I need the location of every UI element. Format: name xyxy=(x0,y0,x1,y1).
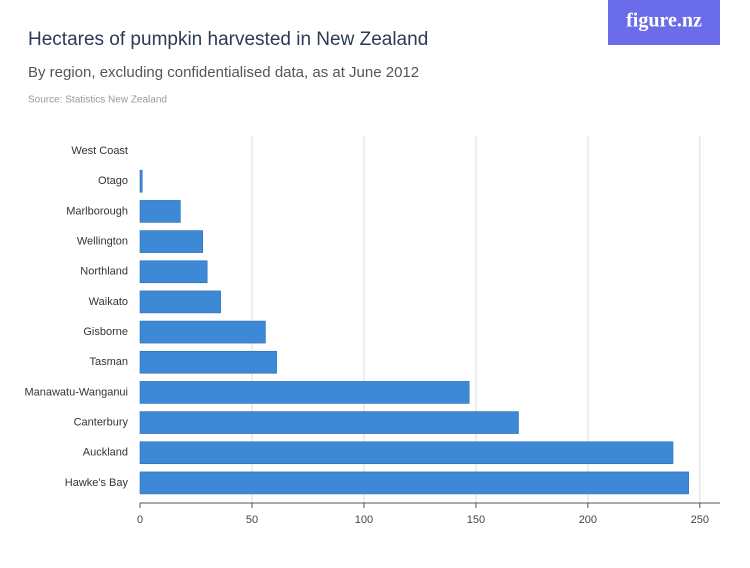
bar xyxy=(139,411,519,434)
y-tick-label: Manawatu-Wanganui xyxy=(24,386,128,398)
chart-subtitle: By region, excluding confidentialised da… xyxy=(28,64,419,81)
y-tick-label: Gisborne xyxy=(83,326,128,338)
y-tick-label: Wellington xyxy=(77,235,128,247)
x-tick-label: 200 xyxy=(579,514,597,526)
chart-title: Hectares of pumpkin harvested in New Zea… xyxy=(28,29,428,50)
bar xyxy=(139,381,470,404)
bar xyxy=(139,169,143,193)
logo-box xyxy=(608,0,720,45)
bar xyxy=(139,350,277,374)
y-tick-label: West Coast xyxy=(71,145,128,157)
x-tick-label: 150 xyxy=(467,514,485,526)
y-tick-label: Tasman xyxy=(89,356,128,368)
y-tick-label: Canterbury xyxy=(74,416,129,428)
y-tick-label: Auckland xyxy=(83,447,128,459)
x-tick-label: 0 xyxy=(137,514,143,526)
bar xyxy=(139,441,674,465)
y-tick-label: Marlborough xyxy=(66,205,128,217)
y-tick-label: Northland xyxy=(80,266,128,278)
bar xyxy=(139,230,204,253)
logo: figure.nz xyxy=(626,10,702,32)
x-tick-label: 50 xyxy=(246,514,258,526)
y-tick-label: Waikato xyxy=(89,296,128,308)
y-tick-label: Hawke's Bay xyxy=(65,477,129,489)
bar xyxy=(139,200,181,223)
bar xyxy=(139,290,221,314)
x-tick-label: 250 xyxy=(691,514,709,526)
chart-source: Source: Statistics New Zealand xyxy=(28,95,167,106)
x-tick-label: 100 xyxy=(355,514,373,526)
y-tick-label: Otago xyxy=(98,175,128,187)
bar xyxy=(139,471,689,495)
bar xyxy=(139,320,266,344)
bar xyxy=(139,260,208,284)
